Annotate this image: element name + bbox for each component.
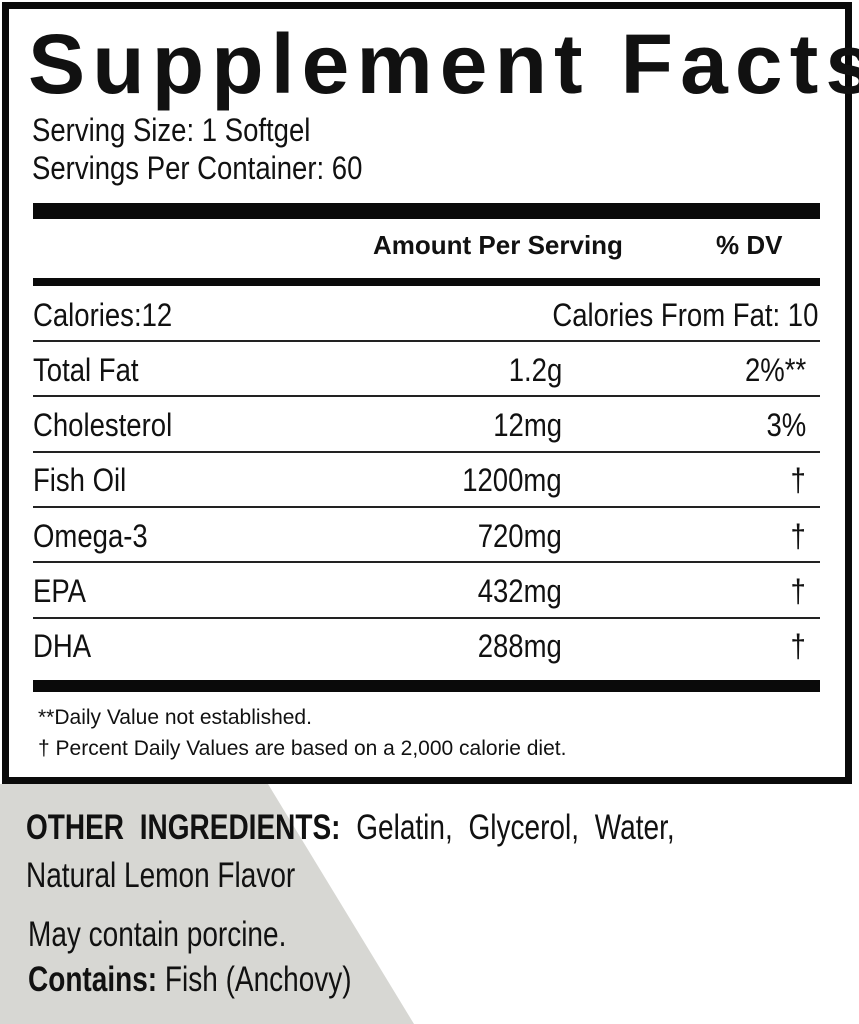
thick-divider — [33, 203, 820, 219]
table-row: Omega-3 720mg † — [33, 518, 806, 554]
table-row: Fish Oil 1200mg † — [33, 462, 806, 498]
contains-label: Contains: — [28, 960, 158, 999]
thick-divider — [33, 680, 820, 692]
footnote-percent-dv: † Percent Daily Values are based on a 2,… — [38, 737, 567, 760]
calories-from-fat: Calories From Fat: 10 — [551, 297, 818, 333]
table-row: Total Fat 1.2g 2%** — [33, 352, 806, 388]
amount-per-serving-header: Amount Per Serving — [373, 230, 623, 260]
row-divider — [33, 451, 820, 453]
servings-per-container: Servings Per Container: 60 — [32, 150, 363, 186]
other-ingredients-continued: Natural Lemon Flavor — [26, 856, 296, 895]
row-divider — [33, 506, 820, 508]
row-divider — [33, 340, 820, 342]
other-ingredients-label: OTHER INGREDIENTS: — [26, 808, 341, 847]
calories: Calories:12 — [33, 297, 173, 333]
other-ingredients: OTHER INGREDIENTS: Gelatin, Glycerol, Wa… — [26, 808, 675, 847]
table-row: Cholesterol 12mg 3% — [33, 407, 806, 443]
may-contain-note: May contain porcine. — [28, 915, 287, 954]
row-divider — [33, 561, 820, 563]
serving-size: Serving Size: 1 Softgel — [32, 112, 311, 148]
table-row: EPA 432mg † — [33, 573, 806, 609]
footnote-dv-not-established: **Daily Value not established. — [38, 706, 312, 729]
calories-row: Calories:12 Calories From Fat: 10 — [33, 297, 820, 337]
row-divider — [33, 617, 820, 619]
dv-header: % DV — [716, 230, 783, 260]
supplement-facts-panel — [2, 2, 852, 784]
medium-divider — [33, 278, 820, 286]
row-divider — [33, 395, 820, 397]
panel-title: Supplement Facts — [28, 17, 859, 111]
table-row: DHA 288mg † — [33, 628, 806, 664]
allergen-contains: Contains: Fish (Anchovy) — [28, 960, 352, 999]
